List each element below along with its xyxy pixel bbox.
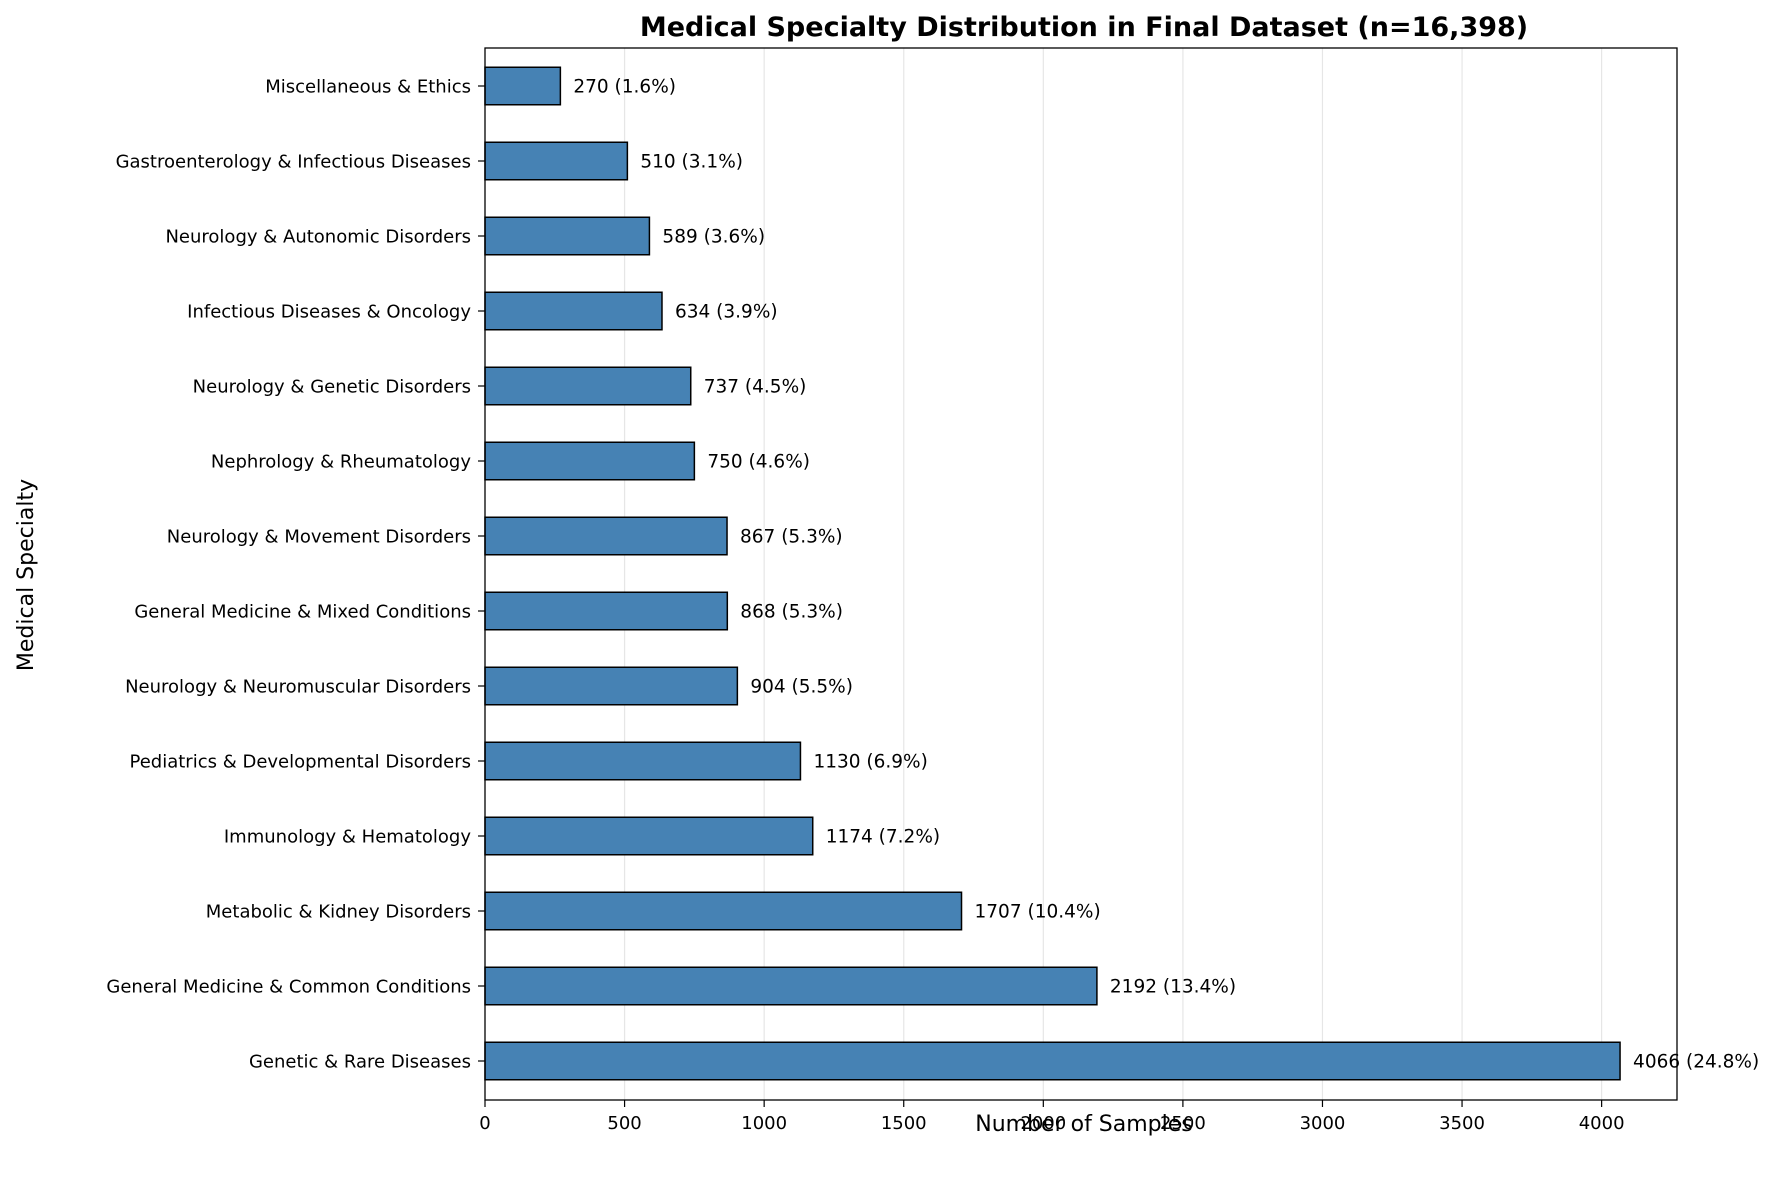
bar bbox=[484, 816, 814, 856]
plot-frame bbox=[484, 47, 1678, 1101]
bar-value-label: 270 (1.6%) bbox=[573, 77, 676, 98]
chart-title: Medical Specialty Distribution in Final … bbox=[640, 12, 1528, 43]
bar bbox=[484, 1041, 1621, 1081]
y-tick-label: Miscellaneous & Ethics bbox=[265, 77, 471, 98]
bar bbox=[484, 666, 739, 706]
y-tick-label: Neurology & Autonomic Disorders bbox=[165, 227, 471, 248]
y-axis-ticks: Miscellaneous & Ethics Gastroenterology &… bbox=[106, 77, 485, 1073]
y-axis-label: Medical Specialty bbox=[14, 479, 39, 671]
y-tick-label: Metabolic & Kidney Disorders bbox=[206, 902, 471, 923]
bar-value-label: 634 (3.9%) bbox=[675, 302, 778, 323]
y-tick-label: Gastroenterology & Infectious Diseases bbox=[116, 152, 471, 173]
bar bbox=[484, 216, 651, 256]
y-tick-label: General Medicine & Common Conditions bbox=[106, 977, 471, 998]
bar-value-label: 867 (5.3%) bbox=[740, 527, 843, 548]
bar bbox=[484, 741, 802, 781]
bar-value-label: 589 (3.6%) bbox=[662, 227, 765, 248]
bar bbox=[484, 891, 963, 931]
bar-value-label: 510 (3.1%) bbox=[640, 152, 743, 173]
data-labels: 270 (1.6%) 510 (3.1%) 589 (3.6%) 634 (3.9%)… bbox=[573, 77, 1759, 1073]
y-tick-label: Infectious Diseases & Oncology bbox=[187, 302, 471, 323]
x-tick-label: 500 bbox=[607, 1113, 641, 1134]
bar bbox=[484, 66, 562, 106]
y-tick-label: Neurology & Neuromuscular Disorders bbox=[125, 677, 471, 698]
bar-value-label: 2192 (13.4%) bbox=[1110, 977, 1236, 998]
y-tick-label: General Medicine & Mixed Conditions bbox=[134, 602, 471, 623]
bars bbox=[484, 66, 1621, 1081]
bar bbox=[484, 291, 663, 331]
y-tick-label: Immunology & Hematology bbox=[224, 827, 471, 848]
bar bbox=[484, 366, 692, 406]
bar-value-label: 750 (4.6%) bbox=[707, 452, 810, 473]
bar-value-label: 4066 (24.8%) bbox=[1633, 1052, 1759, 1073]
x-tick-label: 0 bbox=[479, 1113, 490, 1134]
x-tick-label: 3000 bbox=[1300, 1113, 1346, 1134]
y-tick-label: Genetic & Rare Diseases bbox=[249, 1052, 471, 1073]
x-tick-label: 2500 bbox=[1160, 1113, 1206, 1134]
y-tick-label: Neurology & Movement Disorders bbox=[167, 527, 471, 548]
x-tick-label: 1000 bbox=[741, 1113, 787, 1134]
bar bbox=[484, 966, 1098, 1006]
bar-value-label: 904 (5.5%) bbox=[750, 677, 853, 698]
y-tick-label: Pediatrics & Developmental Disorders bbox=[130, 752, 472, 773]
y-tick-label: Nephrology & Rheumatology bbox=[211, 452, 471, 473]
bar-value-label: 1130 (6.9%) bbox=[813, 752, 927, 773]
x-axis-ticks: 0 500 1000 1500 2000 2500 3000 3500 4000 bbox=[479, 1100, 1625, 1134]
bar bbox=[484, 141, 629, 181]
bar bbox=[484, 591, 729, 631]
bar-value-label: 1174 (7.2%) bbox=[826, 827, 940, 848]
bar-value-label: 1707 (10.4%) bbox=[975, 902, 1101, 923]
bar-value-label: 868 (5.3%) bbox=[740, 602, 843, 623]
x-tick-label: 2000 bbox=[1020, 1113, 1066, 1134]
bar bbox=[484, 516, 728, 556]
y-tick-label: Neurology & Genetic Disorders bbox=[193, 377, 471, 398]
x-tick-label: 1500 bbox=[881, 1113, 927, 1134]
x-tick-label: 4000 bbox=[1579, 1113, 1625, 1134]
grid-lines bbox=[623, 48, 1603, 1100]
bar-value-label: 737 (4.5%) bbox=[704, 377, 807, 398]
bar bbox=[484, 441, 696, 481]
x-axis-label: Number of Samples bbox=[975, 1112, 1193, 1137]
x-tick-label: 3500 bbox=[1439, 1113, 1485, 1134]
